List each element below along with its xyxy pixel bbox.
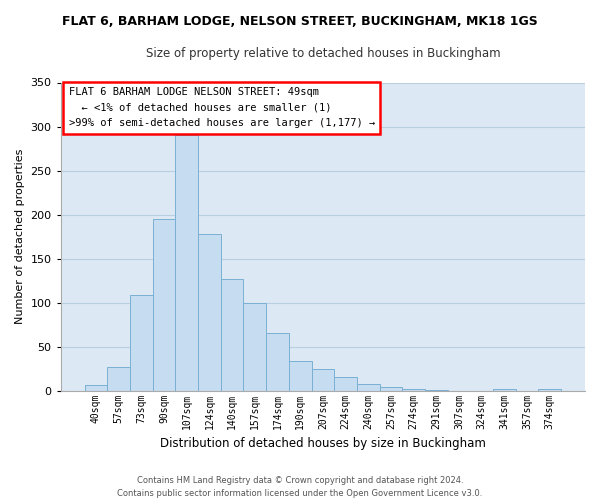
X-axis label: Distribution of detached houses by size in Buckingham: Distribution of detached houses by size … xyxy=(160,437,486,450)
Bar xyxy=(244,304,266,390)
Bar xyxy=(311,368,334,390)
Bar xyxy=(357,384,380,390)
Y-axis label: Number of detached properties: Number of detached properties xyxy=(15,149,25,324)
Bar xyxy=(107,367,130,390)
Bar xyxy=(175,136,198,390)
Bar xyxy=(221,279,244,390)
Bar xyxy=(85,386,107,390)
Bar xyxy=(152,219,175,390)
Bar xyxy=(289,360,311,390)
Bar xyxy=(538,389,561,390)
Title: Size of property relative to detached houses in Buckingham: Size of property relative to detached ho… xyxy=(146,48,500,60)
Text: FLAT 6, BARHAM LODGE, NELSON STREET, BUCKINGHAM, MK18 1GS: FLAT 6, BARHAM LODGE, NELSON STREET, BUC… xyxy=(62,15,538,28)
Bar xyxy=(130,294,152,390)
Bar xyxy=(493,389,516,390)
Bar xyxy=(380,387,402,390)
Bar xyxy=(198,234,221,390)
Bar xyxy=(266,332,289,390)
Text: Contains HM Land Registry data © Crown copyright and database right 2024.
Contai: Contains HM Land Registry data © Crown c… xyxy=(118,476,482,498)
Bar xyxy=(402,389,425,390)
Bar xyxy=(334,378,357,390)
Text: FLAT 6 BARHAM LODGE NELSON STREET: 49sqm
  ← <1% of detached houses are smaller : FLAT 6 BARHAM LODGE NELSON STREET: 49sqm… xyxy=(68,87,375,128)
